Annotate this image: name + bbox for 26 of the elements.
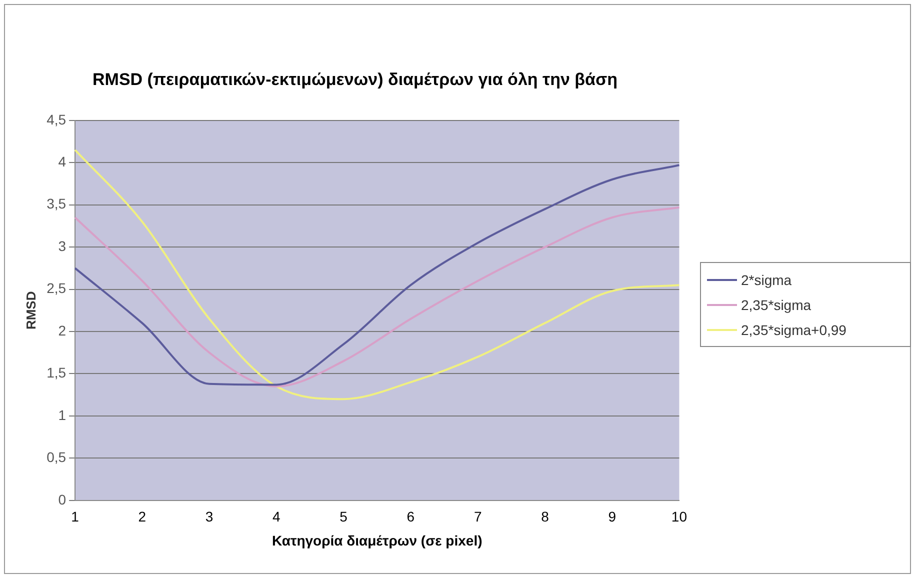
x-axis-title: Κατηγορία διαμέτρων (σε pixel) xyxy=(272,532,482,548)
y-tick-label: 0 xyxy=(58,491,66,508)
x-tick-label: 10 xyxy=(671,508,688,525)
y-tick-label: 1,5 xyxy=(46,364,66,381)
x-tick-label: 6 xyxy=(406,508,415,525)
y-tick-label: 4 xyxy=(58,153,66,170)
legend-label: 2,35*sigma xyxy=(741,296,812,312)
y-axis-title: RMSD xyxy=(23,291,38,330)
x-tick-label: 4 xyxy=(272,508,281,525)
x-tick-label: 1 xyxy=(71,508,80,525)
y-tick-label: 2 xyxy=(58,322,66,338)
y-tick-label: 1 xyxy=(58,406,66,423)
x-tick-label: 9 xyxy=(608,508,616,525)
x-tick-label: 5 xyxy=(340,508,348,525)
x-tick-label: 7 xyxy=(474,508,482,525)
x-tick-label: 2 xyxy=(138,508,146,525)
y-tick-label: 4,5 xyxy=(46,111,66,128)
x-tick-label: 3 xyxy=(205,508,214,525)
legend-label: 2*sigma xyxy=(741,272,792,288)
legend-label: 2,35*sigma+0,99 xyxy=(741,322,846,338)
x-tick-label: 8 xyxy=(541,508,550,525)
y-tick-label: 3 xyxy=(58,238,66,254)
y-tick-label: 3,5 xyxy=(46,196,66,212)
y-tick-label: 0,5 xyxy=(46,449,66,466)
chart-title: RMSD (πειραματικών-εκτιμώμενων) διαμέτρων για όλη την βάση xyxy=(92,70,618,89)
y-tick-label: 2,5 xyxy=(46,280,66,296)
